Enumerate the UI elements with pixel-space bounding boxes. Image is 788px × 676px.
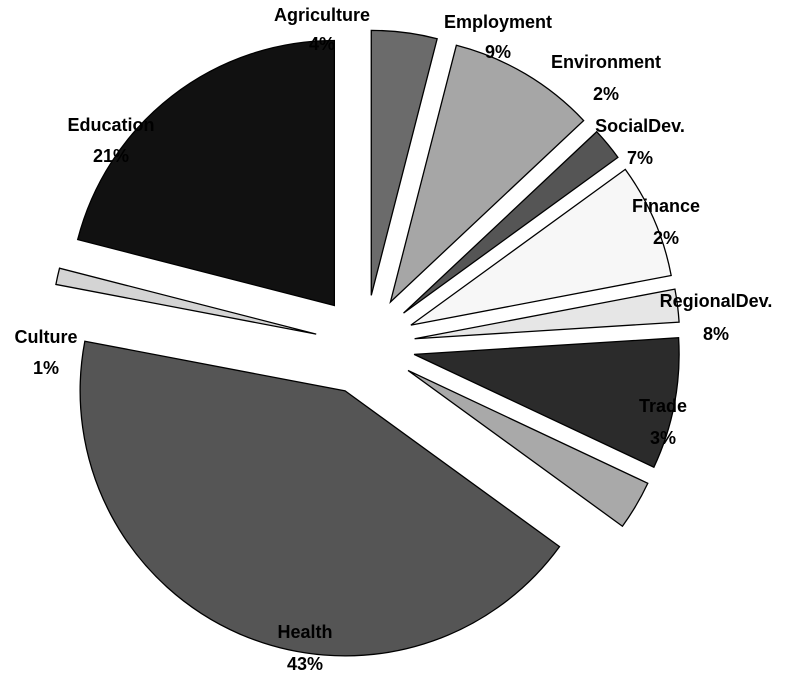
slice-label-socialdev: SocialDev. <box>595 116 685 136</box>
slice-label-education: Education <box>67 115 154 135</box>
slice-value-regionaldev: 8% <box>703 324 729 344</box>
slice-value-trade: 3% <box>650 428 676 448</box>
pie-labels: Agriculture 4% Employment 9% Environment 2% So… <box>15 5 773 674</box>
slice-value-agriculture: 4% <box>309 34 335 54</box>
slice-value-environment: 2% <box>593 84 619 104</box>
pie-slice-trade <box>407 369 649 528</box>
pie-slice-regionaldev <box>413 337 680 469</box>
slice-value-health: 43% <box>287 654 323 674</box>
slice-value-socialdev: 7% <box>627 148 653 168</box>
pie-slice-finance <box>414 288 680 340</box>
pie-slice-education <box>76 39 336 307</box>
slice-label-environment: Environment <box>551 52 661 72</box>
slice-label-trade: Trade <box>639 396 687 416</box>
slice-value-culture: 1% <box>33 358 59 378</box>
slice-label-agriculture: Agriculture <box>274 5 370 25</box>
pie-slice-environment <box>403 130 619 314</box>
slice-label-regionaldev: RegionalDev. <box>660 291 773 311</box>
pie-slices <box>55 29 680 657</box>
slice-label-health: Health <box>277 622 332 642</box>
slice-value-finance: 2% <box>653 228 679 248</box>
slice-value-education: 21% <box>93 146 129 166</box>
pie-slice-culture <box>55 267 317 335</box>
pie-slice-socialdev <box>410 168 672 326</box>
slice-label-employment: Employment <box>444 12 552 32</box>
slice-value-employment: 9% <box>485 42 511 62</box>
pie-slice-agriculture <box>370 29 438 296</box>
pie-slice-health <box>79 340 561 657</box>
slice-label-culture: Culture <box>15 327 78 347</box>
slice-label-finance: Finance <box>632 196 700 216</box>
pie-slice-employment <box>389 44 585 304</box>
